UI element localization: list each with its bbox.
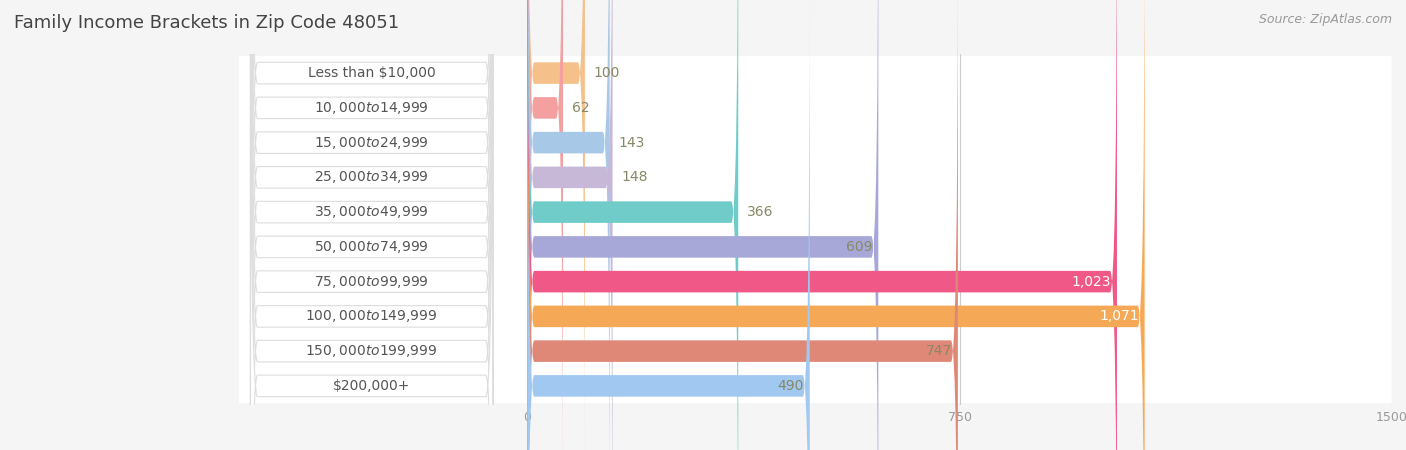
- Text: Less than $10,000: Less than $10,000: [308, 66, 436, 80]
- Text: $75,000 to $99,999: $75,000 to $99,999: [314, 274, 429, 290]
- Bar: [239, 369, 1392, 403]
- FancyBboxPatch shape: [250, 0, 492, 450]
- Bar: [239, 264, 1392, 299]
- Bar: [239, 334, 1392, 369]
- FancyBboxPatch shape: [527, 0, 613, 450]
- FancyBboxPatch shape: [527, 0, 610, 450]
- Text: 490: 490: [778, 379, 804, 393]
- FancyBboxPatch shape: [527, 0, 1144, 450]
- Text: Source: ZipAtlas.com: Source: ZipAtlas.com: [1258, 14, 1392, 27]
- Text: $10,000 to $14,999: $10,000 to $14,999: [314, 100, 429, 116]
- Text: $150,000 to $199,999: $150,000 to $199,999: [305, 343, 437, 359]
- Text: 1,023: 1,023: [1071, 274, 1111, 288]
- Bar: [239, 125, 1392, 160]
- Text: $50,000 to $74,999: $50,000 to $74,999: [314, 239, 429, 255]
- Text: $100,000 to $149,999: $100,000 to $149,999: [305, 308, 437, 324]
- Text: 148: 148: [621, 171, 648, 184]
- FancyBboxPatch shape: [250, 0, 492, 450]
- FancyBboxPatch shape: [527, 0, 1116, 450]
- FancyBboxPatch shape: [250, 0, 492, 450]
- Bar: [239, 160, 1392, 195]
- FancyBboxPatch shape: [527, 0, 810, 450]
- FancyBboxPatch shape: [250, 0, 492, 450]
- FancyBboxPatch shape: [250, 0, 492, 450]
- Text: Family Income Brackets in Zip Code 48051: Family Income Brackets in Zip Code 48051: [14, 14, 399, 32]
- FancyBboxPatch shape: [527, 0, 562, 450]
- FancyBboxPatch shape: [250, 0, 492, 450]
- FancyBboxPatch shape: [250, 0, 492, 450]
- Text: 747: 747: [927, 344, 952, 358]
- Bar: [239, 56, 1392, 90]
- Bar: [239, 230, 1392, 264]
- FancyBboxPatch shape: [250, 0, 492, 450]
- Text: $25,000 to $34,999: $25,000 to $34,999: [314, 169, 429, 185]
- Text: $35,000 to $49,999: $35,000 to $49,999: [314, 204, 429, 220]
- Text: 62: 62: [572, 101, 589, 115]
- FancyBboxPatch shape: [527, 0, 879, 450]
- Bar: [239, 90, 1392, 125]
- FancyBboxPatch shape: [250, 0, 492, 450]
- Text: 609: 609: [846, 240, 873, 254]
- Text: 366: 366: [747, 205, 773, 219]
- Text: 100: 100: [593, 66, 620, 80]
- FancyBboxPatch shape: [527, 0, 738, 450]
- FancyBboxPatch shape: [250, 0, 492, 450]
- Text: $200,000+: $200,000+: [333, 379, 411, 393]
- FancyBboxPatch shape: [527, 0, 957, 450]
- Text: 143: 143: [619, 135, 645, 149]
- FancyBboxPatch shape: [527, 0, 585, 450]
- Bar: [239, 195, 1392, 230]
- Text: $15,000 to $24,999: $15,000 to $24,999: [314, 135, 429, 151]
- Text: 1,071: 1,071: [1099, 310, 1139, 324]
- Bar: [239, 299, 1392, 334]
